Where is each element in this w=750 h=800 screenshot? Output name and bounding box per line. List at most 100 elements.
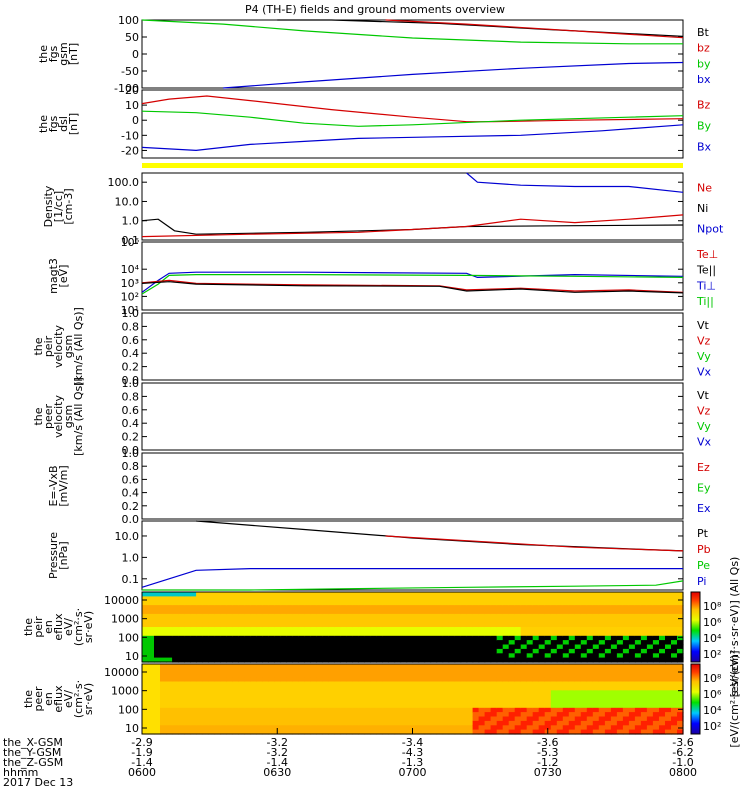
y-axis-label: [cm-3] [62, 188, 75, 224]
heatmap-cell [652, 729, 660, 735]
heatmap-cell [400, 622, 408, 628]
heatmap-cell [400, 631, 408, 637]
heatmap-cell [238, 640, 245, 646]
heatmap-cell [214, 635, 221, 641]
heatmap-cell [634, 725, 642, 731]
heatmap-cell [424, 690, 432, 696]
heatmap-cell [208, 677, 215, 683]
heatmap-cell [478, 664, 486, 669]
heatmap-cell [256, 644, 263, 650]
heatmap-cell [622, 672, 630, 678]
heatmap-cell [406, 618, 414, 624]
heatmap-cell [652, 699, 660, 704]
heatmap-cell [514, 596, 522, 602]
y-axis-label: peir [42, 335, 55, 357]
heatmap-cell [226, 648, 233, 654]
heatmap-cell [544, 716, 552, 722]
heatmap-cell [184, 685, 191, 691]
heatmap-cell [634, 622, 642, 628]
heatmap-cell [202, 685, 209, 691]
heatmap-cell [502, 613, 510, 619]
heatmap-cell [244, 712, 251, 718]
heatmap-cell [244, 657, 251, 663]
heatmap-cell [424, 685, 432, 691]
heatmap-cell [424, 600, 432, 606]
heatmap-cell [406, 699, 414, 704]
heatmap-cell [677, 720, 684, 726]
heatmap-cell [436, 720, 444, 726]
heatmap-cell [250, 657, 257, 663]
heatmap-cell [316, 703, 323, 709]
heatmap-cell [238, 725, 245, 731]
heatmap-cell [580, 694, 588, 700]
heatmap-cell [508, 622, 516, 628]
heatmap-cell [244, 605, 251, 611]
y-axis-label: E=-VxB [47, 465, 60, 506]
heatmap-cell [580, 600, 588, 606]
heatmap-cell [490, 677, 498, 683]
heatmap-cell [442, 677, 450, 683]
heatmap-cell [550, 644, 558, 650]
heatmap-cell [304, 618, 311, 624]
heatmap-cell [376, 635, 383, 641]
heatmap-cell [508, 613, 516, 619]
heatmap-cell [154, 622, 161, 628]
heatmap-cell [490, 618, 498, 624]
heatmap-cell [382, 720, 389, 726]
legend-Vt: Vt [697, 319, 710, 332]
heatmap-cell [592, 635, 600, 641]
heatmap-cell [178, 672, 185, 678]
heatmap-cell [562, 653, 570, 659]
heatmap-cell [598, 618, 606, 624]
heatmap-cell [346, 699, 353, 704]
heatmap-cell [352, 596, 359, 602]
heatmap-cell [490, 703, 498, 709]
heatmap-cell [586, 613, 594, 619]
heatmap-cell [370, 716, 377, 722]
heatmap-cell [520, 605, 528, 611]
heatmap-cell [634, 685, 642, 691]
heatmap-cell [184, 644, 191, 650]
heatmap-cell [568, 648, 576, 654]
heatmap-cell [232, 668, 239, 674]
heatmap-cell [580, 640, 588, 646]
legend-Te⊥: Te⊥ [696, 248, 718, 261]
y-tick-label: 1.0 [122, 551, 140, 564]
heatmap-cell [562, 729, 570, 735]
heatmap-cell [604, 618, 612, 624]
heatmap-cell [610, 640, 618, 646]
heatmap-cell [160, 716, 167, 722]
heatmap-cell [226, 605, 233, 611]
heatmap-cell [412, 668, 420, 674]
heatmap-cell [562, 685, 570, 691]
heatmap-cell [418, 605, 426, 611]
heatmap-cell [394, 729, 402, 735]
heatmap-cell [232, 712, 239, 718]
heatmap-cell [466, 664, 474, 669]
heatmap-cell [448, 703, 456, 709]
heatmap-cell [592, 622, 600, 628]
x-tick-label: -3.4 [402, 736, 423, 749]
heatmap-cell [556, 631, 564, 637]
heatmap-cell [328, 699, 335, 704]
heatmap-cell [550, 618, 558, 624]
heatmap-cell [244, 613, 251, 619]
heatmap-cell [562, 596, 570, 602]
heatmap-cell [280, 627, 287, 632]
heatmap-cell [172, 622, 179, 628]
heatmap-cell [334, 725, 341, 731]
heatmap-cell [460, 618, 468, 624]
heatmap-cell [412, 613, 420, 619]
heatmap-cell [616, 729, 624, 735]
heatmap-cell [358, 707, 365, 713]
heatmap-cell [418, 712, 426, 718]
heatmap-cell [142, 600, 149, 606]
heatmap-cell [436, 618, 444, 624]
heatmap-cell [496, 600, 504, 606]
series-line-bx [223, 61, 684, 89]
heatmap-cell [154, 672, 161, 678]
heatmap-cell [616, 685, 624, 691]
heatmap-cell [316, 600, 323, 606]
heatmap-cell [646, 613, 654, 619]
heatmap-cell [232, 622, 239, 628]
